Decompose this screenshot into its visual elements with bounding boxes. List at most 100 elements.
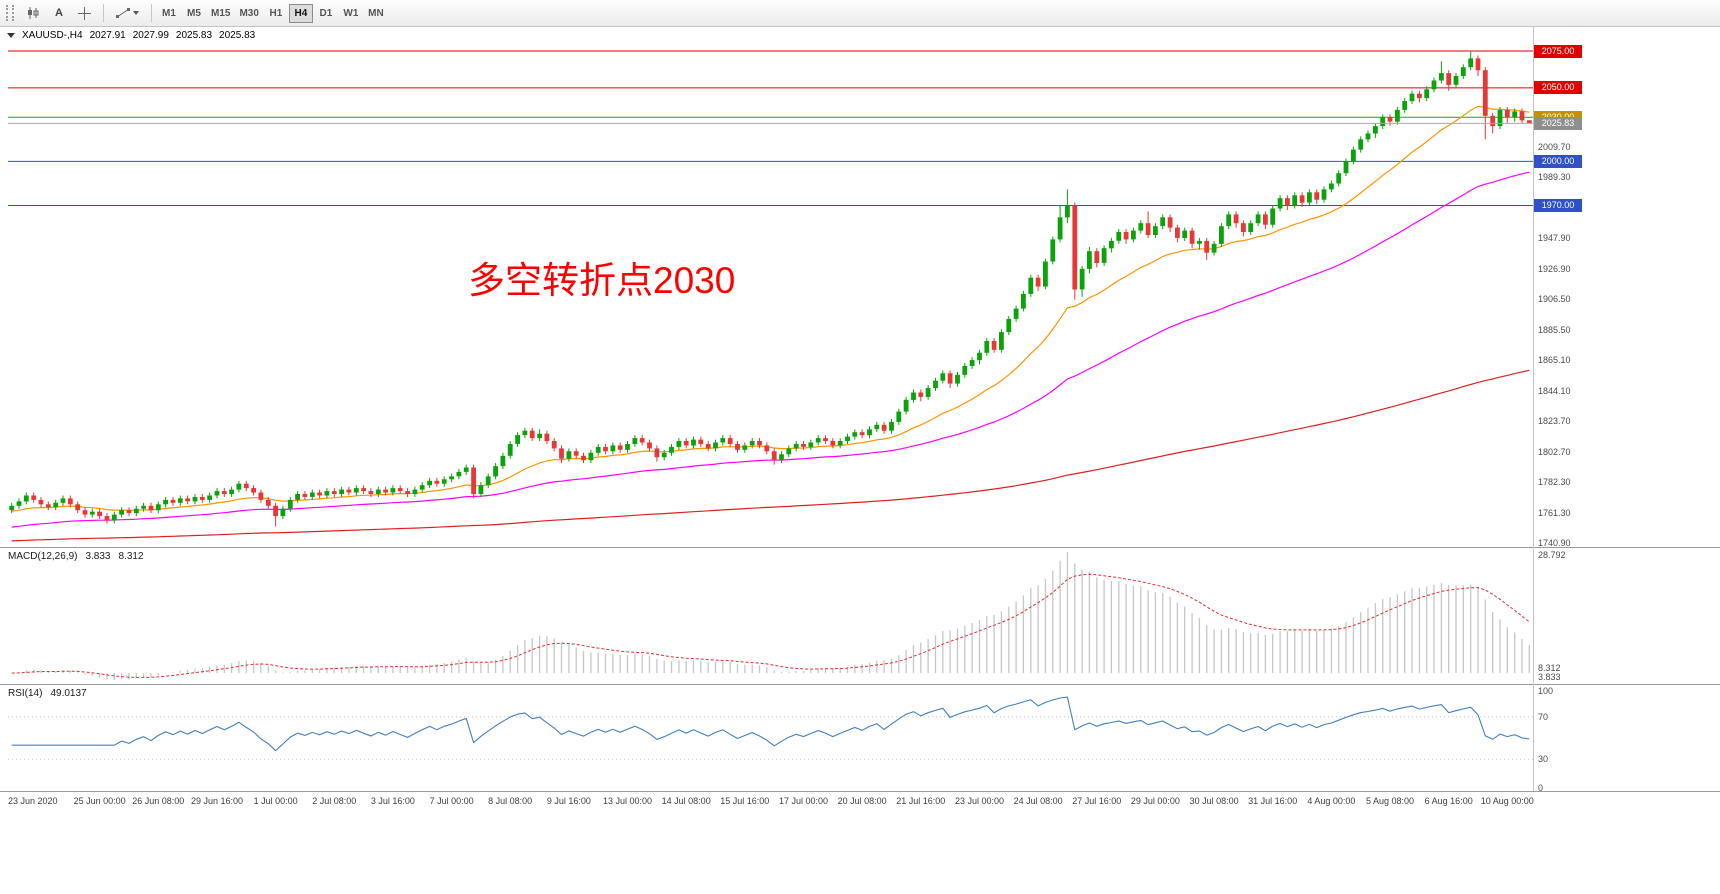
crosshair-button[interactable] <box>71 3 98 23</box>
candle-body <box>940 373 946 381</box>
candle-body <box>1497 109 1503 127</box>
candle-body <box>38 499 44 505</box>
candle-body <box>89 511 95 515</box>
text-tool-button[interactable]: A <box>48 3 70 23</box>
time-axis-label: 9 Jul 16:00 <box>546 796 591 806</box>
candle-body <box>705 444 711 449</box>
candle-body <box>1211 243 1217 253</box>
candle-body <box>331 491 337 494</box>
time-axis-label: 3 Jul 16:00 <box>370 796 415 806</box>
candle-body <box>163 499 168 505</box>
timeframe-m15-button[interactable]: M15 <box>207 4 234 23</box>
candle-body <box>434 480 440 484</box>
time-axis-label: 8 Jul 08:00 <box>488 796 533 806</box>
candle-body <box>1314 192 1320 200</box>
line-tools-button[interactable] <box>109 3 146 23</box>
price-scale-label: 1761.30 <box>1538 507 1571 518</box>
candle-body <box>1446 73 1452 85</box>
candle-body <box>889 421 894 431</box>
candle-body <box>500 455 506 467</box>
chart-menu-arrow-icon[interactable] <box>7 33 15 38</box>
timeframe-h1-button[interactable]: H1 <box>264 4 288 23</box>
candle-body <box>192 497 198 502</box>
candle-body <box>471 467 476 494</box>
candle-body <box>625 444 630 450</box>
candle-body <box>23 495 29 502</box>
ma-slow-line <box>11 369 1530 542</box>
rsi-header: RSI(14) 49.0137 <box>8 688 87 699</box>
ma-fast-line <box>11 105 1530 512</box>
candle-body <box>749 441 755 446</box>
candle-body <box>9 505 15 511</box>
timeframe-h4-button[interactable]: H4 <box>288 3 313 23</box>
candle-body <box>595 446 601 453</box>
timeframe-mn-button[interactable]: MN <box>364 4 388 23</box>
candle-body <box>1043 261 1048 287</box>
price-badge-2000.00: 2000.00 <box>1534 154 1582 168</box>
candle-body <box>1460 67 1466 76</box>
candle-body <box>1145 223 1151 235</box>
candle-body <box>1167 217 1173 228</box>
candle-body <box>874 424 880 430</box>
price-scale-label: 1802.70 <box>1538 446 1571 457</box>
timeframe-m5-button[interactable]: M5 <box>182 4 206 23</box>
timeframe-d1-button[interactable]: D1 <box>314 4 338 23</box>
price-axis[interactable]: 28.792 8.312 3.833 100 70 30 0 2009.70 19… <box>1533 26 1720 894</box>
chart-text-annotation[interactable]: 多空转折点2030 <box>468 260 736 301</box>
ohlc-close: 2025.83 <box>219 30 256 41</box>
candle-body <box>1329 183 1334 190</box>
candle-body <box>896 411 902 422</box>
chart-type-button[interactable] <box>19 3 47 23</box>
candle-body <box>845 436 850 441</box>
candle-body <box>427 480 432 486</box>
candle-body <box>1431 80 1437 90</box>
candle-body <box>933 380 938 389</box>
candle-body <box>551 441 557 449</box>
time-axis-label: 4 Aug 00:00 <box>1307 796 1356 806</box>
candle-body <box>1028 277 1034 294</box>
candle-body <box>133 508 139 514</box>
candle-body <box>1387 117 1393 122</box>
candle-body <box>31 495 37 500</box>
candle-body <box>368 491 374 494</box>
candle-body <box>955 374 960 384</box>
candle-body <box>229 489 234 494</box>
toolbar-grip[interactable] <box>6 5 14 21</box>
candle-body <box>361 488 366 491</box>
candle-body <box>815 438 821 443</box>
panel-divider-macd[interactable] <box>0 547 1720 548</box>
candle-body <box>1013 308 1019 319</box>
time-axis-label: 15 Jul 16:00 <box>720 796 770 806</box>
timeframe-w1-button[interactable]: W1 <box>339 4 363 23</box>
candle-body <box>339 489 344 494</box>
candle-body <box>947 373 953 384</box>
candle-body <box>126 510 132 514</box>
candle-body <box>1380 117 1386 126</box>
rsi-value: 49.0137 <box>50 688 87 699</box>
candle-body <box>1189 230 1195 244</box>
timeframe-m30-button[interactable]: M30 <box>235 4 262 23</box>
candle-body <box>449 476 454 480</box>
candle-body <box>1241 223 1246 232</box>
candle-body <box>75 504 81 511</box>
panel-divider-rsi[interactable] <box>0 684 1720 685</box>
timeframe-m1-button[interactable]: M1 <box>157 4 181 23</box>
candle-body <box>397 488 403 491</box>
rsi-axis-0: 0 <box>1538 783 1544 793</box>
candle-body <box>1263 214 1268 225</box>
candle-body <box>16 501 22 506</box>
time-axis-label: 13 Jul 00:00 <box>602 796 653 806</box>
macd-signal-value: 8.312 <box>118 551 144 562</box>
candle-body <box>441 479 447 484</box>
candle-body <box>786 448 792 455</box>
price-badge-2050.00: 2050.00 <box>1534 81 1582 95</box>
candle-body <box>1395 109 1400 122</box>
candle-body <box>639 438 645 443</box>
candle-body <box>544 433 550 442</box>
candle-body <box>911 392 916 400</box>
time-axis[interactable]: 23 Jun 2020 25 Jun 00:00 26 Jun 08:00 29 Ju… <box>0 792 1720 812</box>
time-axis-label: 27 Jul 16:00 <box>1072 796 1122 806</box>
candle-body <box>1197 240 1202 244</box>
price-badge-2075.00: 2075.00 <box>1534 44 1582 58</box>
